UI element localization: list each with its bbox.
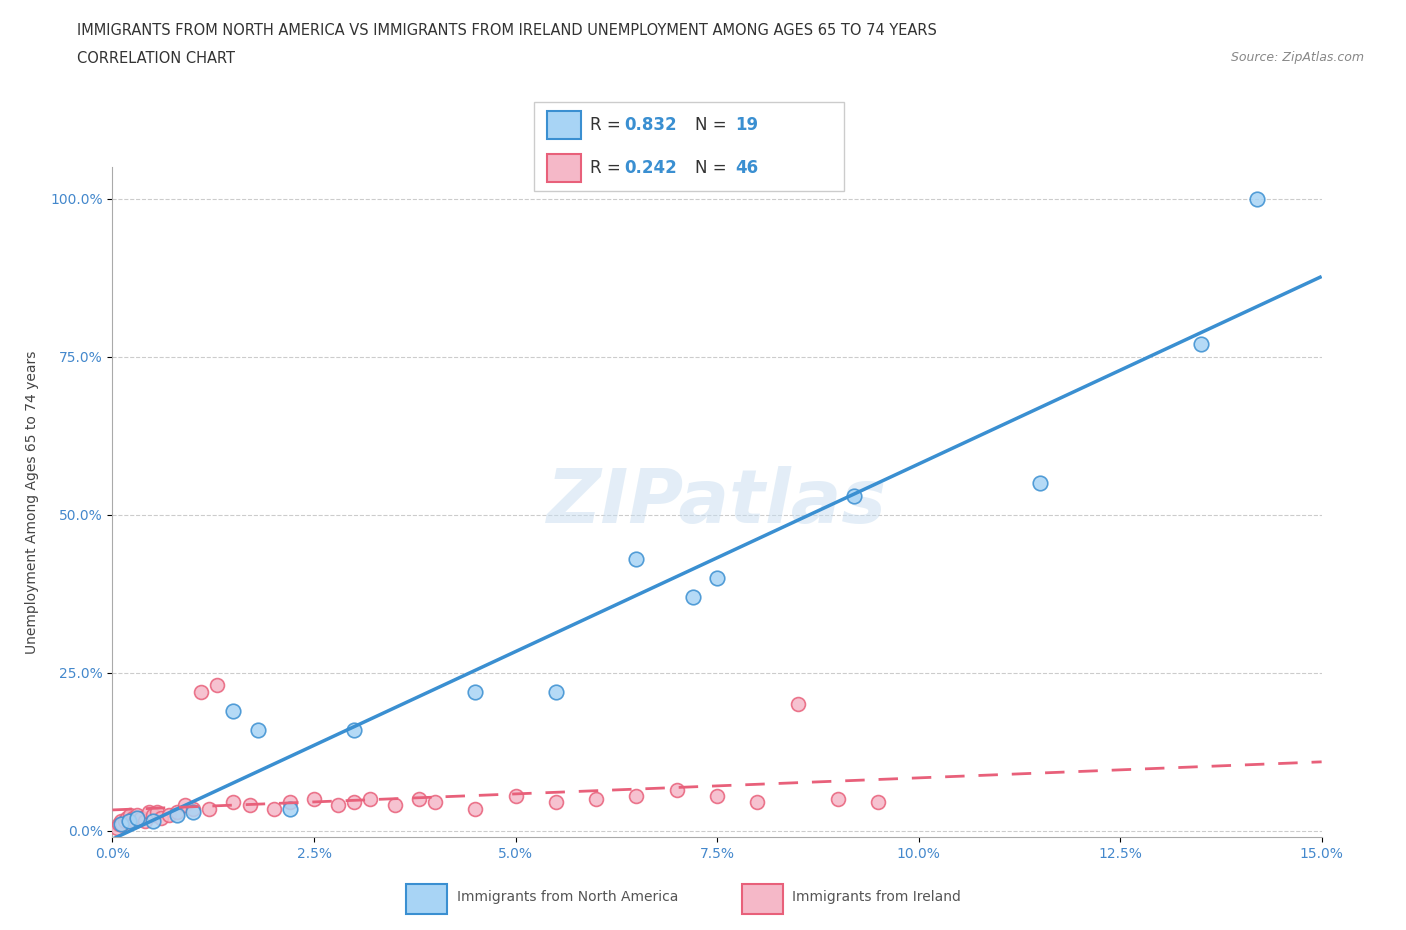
Point	[207, 678, 229, 693]
Point	[626, 551, 648, 566]
Point	[706, 571, 728, 586]
Point	[238, 798, 260, 813]
Point	[464, 684, 486, 699]
Text: 19: 19	[735, 116, 758, 134]
Point	[166, 804, 188, 819]
Point	[146, 804, 169, 819]
Text: IMMIGRANTS FROM NORTH AMERICA VS IMMIGRANTS FROM IRELAND UNEMPLOYMENT AMONG AGES: IMMIGRANTS FROM NORTH AMERICA VS IMMIGRA…	[77, 23, 938, 38]
Point	[343, 795, 366, 810]
FancyBboxPatch shape	[406, 884, 447, 913]
Point	[117, 814, 139, 829]
Text: N =: N =	[695, 116, 733, 134]
Point	[138, 804, 160, 819]
Text: 0.832: 0.832	[624, 116, 676, 134]
Point	[384, 798, 406, 813]
Point	[464, 801, 486, 816]
Point	[682, 590, 704, 604]
Point	[157, 807, 180, 822]
Point	[1246, 192, 1268, 206]
Point	[142, 807, 165, 822]
Point	[115, 811, 138, 826]
Point	[343, 723, 366, 737]
Point	[278, 801, 301, 816]
Point	[359, 791, 381, 806]
Text: 46: 46	[735, 159, 758, 177]
Point	[222, 703, 245, 718]
Point	[117, 814, 139, 829]
FancyBboxPatch shape	[534, 102, 844, 191]
Point	[706, 789, 728, 804]
Point	[868, 795, 890, 810]
Point	[1028, 476, 1050, 491]
Point	[181, 801, 204, 816]
Point	[827, 791, 849, 806]
Point	[222, 795, 245, 810]
Point	[1189, 337, 1212, 352]
Point	[108, 817, 131, 831]
Point	[544, 795, 567, 810]
Point	[134, 814, 156, 829]
Point	[190, 684, 212, 699]
Point	[166, 807, 188, 822]
FancyBboxPatch shape	[742, 884, 783, 913]
Point	[105, 820, 128, 835]
Point	[585, 791, 607, 806]
Point	[302, 791, 325, 806]
Text: CORRELATION CHART: CORRELATION CHART	[77, 51, 235, 66]
Point	[114, 814, 136, 829]
Point	[129, 811, 152, 826]
Point	[263, 801, 285, 816]
Point	[505, 789, 527, 804]
FancyBboxPatch shape	[547, 153, 581, 182]
Point	[626, 789, 648, 804]
Text: Source: ZipAtlas.com: Source: ZipAtlas.com	[1230, 51, 1364, 64]
Point	[842, 488, 865, 503]
Point	[174, 798, 197, 813]
Text: ZIPatlas: ZIPatlas	[547, 466, 887, 538]
Point	[198, 801, 221, 816]
Point	[110, 817, 132, 831]
Point	[246, 723, 269, 737]
Point	[665, 782, 688, 797]
Text: Immigrants from Ireland: Immigrants from Ireland	[793, 890, 962, 905]
Text: Immigrants from North America: Immigrants from North America	[457, 890, 678, 905]
Point	[110, 814, 132, 829]
Text: N =: N =	[695, 159, 733, 177]
Point	[142, 814, 165, 829]
Text: R =: R =	[591, 159, 626, 177]
Point	[125, 807, 148, 822]
Point	[149, 811, 172, 826]
Point	[328, 798, 350, 813]
Y-axis label: Unemployment Among Ages 65 to 74 years: Unemployment Among Ages 65 to 74 years	[25, 351, 39, 654]
Point	[111, 817, 134, 831]
Point	[747, 795, 769, 810]
FancyBboxPatch shape	[547, 112, 581, 140]
Point	[125, 811, 148, 826]
Point	[120, 807, 142, 822]
Point	[786, 697, 808, 711]
Point	[121, 811, 143, 826]
Text: R =: R =	[591, 116, 626, 134]
Point	[124, 814, 146, 829]
Point	[408, 791, 430, 806]
Point	[544, 684, 567, 699]
Point	[278, 795, 301, 810]
Text: 0.242: 0.242	[624, 159, 676, 177]
Point	[423, 795, 446, 810]
Point	[181, 804, 204, 819]
